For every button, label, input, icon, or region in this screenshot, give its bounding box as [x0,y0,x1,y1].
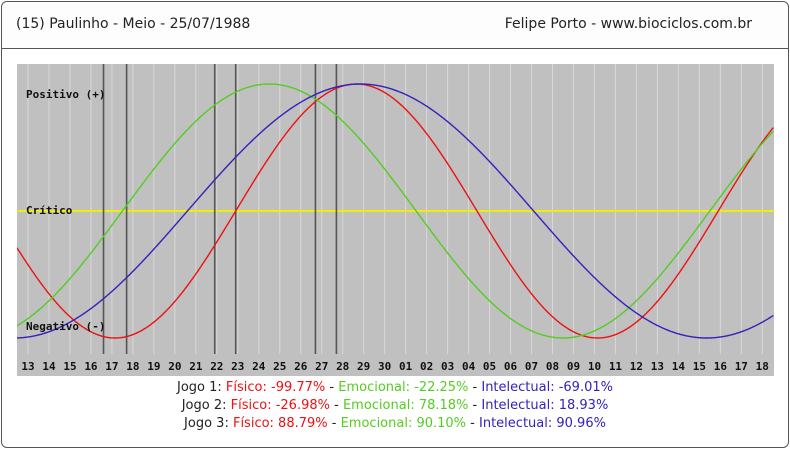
x-tick-label: 26 [294,360,308,373]
legend-intelectual: Intelectual: 90.96% [479,416,606,431]
legend-jogo-label: Jogo 2: [181,398,227,413]
legend-separator: - [325,380,339,395]
x-tick-label: 02 [420,360,433,373]
legend-emocional: Emocional: 90.10% [340,416,467,431]
x-tick-label: 20 [168,360,181,373]
x-tick-label: 22 [210,360,223,373]
legend-separator: - [468,380,482,395]
player-title: (15) Paulinho - Meio - 25/07/1988 [16,16,251,32]
x-tick-label: 12 [630,360,643,373]
x-tick-label: 16 [84,360,98,373]
x-tick-label: 29 [357,360,370,373]
legend-separator: - [329,398,343,413]
x-tick-label: 05 [483,360,496,373]
y-label-negativo: Negativo (-) [26,320,105,333]
legend-intelectual: Intelectual: 18.93% [481,398,609,413]
legend-separator: - [466,416,480,431]
x-tick-label: 28 [336,360,349,373]
x-tick-label: 10 [588,360,601,373]
y-label-critico: Crítico [26,204,73,217]
x-tick-label: 18 [126,360,139,373]
x-tick-label: 15 [63,360,76,373]
x-tick-label: 14 [42,360,56,373]
x-tick-label: 04 [462,360,476,373]
legend-row-3: Jogo 3: Físico: 88.79% - Emocional: 90.1… [0,416,790,431]
x-tick-label: 17 [105,360,118,373]
legend-jogo-label: Jogo 1: [177,380,222,395]
legend-emocional: Emocional: 78.18% [342,398,469,413]
legend-intelectual: Intelectual: -69.01% [481,380,613,395]
x-tick-label: 14 [672,360,686,373]
y-label-positivo: Positivo (+) [26,88,105,101]
header-bar: (15) Paulinho - Meio - 25/07/1988 Felipe… [2,2,788,49]
x-tick-strip [17,354,774,376]
x-tick-label: 18 [756,360,769,373]
x-tick-label: 01 [399,360,413,373]
legend-row-2: Jogo 2: Físico: -26.98% - Emocional: 78.… [0,398,790,413]
x-tick-label: 27 [315,360,328,373]
x-tick-label: 24 [252,360,266,373]
x-tick-label: 30 [378,360,391,373]
x-tick-label: 23 [231,360,244,373]
legend-separator: - [468,398,482,413]
x-tick-label: 06 [504,360,518,373]
series-emocional [17,83,774,339]
x-tick-label: 25 [273,360,286,373]
legend-fisico: Físico: -99.77% [225,380,326,395]
legend-fisico: Físico: 88.79% [232,416,328,431]
x-tick-label: 13 [651,360,664,373]
legend-row-1: Jogo 1: Físico: -99.77% - Emocional: -22… [0,380,790,395]
series-intelectual [17,83,774,339]
series-fisico [17,83,774,339]
x-tick-label: 17 [735,360,748,373]
x-tick-label: 19 [147,360,160,373]
x-tick-label: 11 [609,360,623,373]
legend-separator: - [327,416,341,431]
x-tick-label: 21 [189,360,203,373]
x-tick-label: 09 [567,360,580,373]
author-site: Felipe Porto - www.biociclos.com.br [504,16,752,32]
legend-emocional: Emocional: -22.25% [338,380,469,395]
x-tick-label: 16 [714,360,728,373]
x-tick-label: 07 [525,360,538,373]
legend-fisico: Físico: -26.98% [230,398,330,413]
x-tick-label: 03 [441,360,454,373]
x-tick-label: 08 [546,360,559,373]
x-tick-label: 15 [693,360,706,373]
x-tick-label: 13 [21,360,34,373]
legend-jogo-label: Jogo 3: [184,416,229,431]
plot-area [17,64,774,354]
